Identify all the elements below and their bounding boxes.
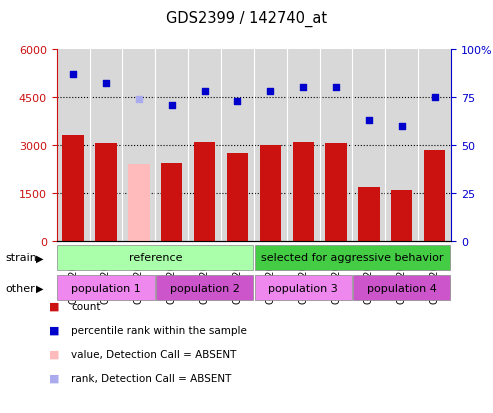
Point [299,85,307,91]
Point [332,85,340,91]
Bar [128,165,149,242]
Bar [424,150,445,242]
Point [135,96,143,103]
Bar [260,146,281,242]
FancyBboxPatch shape [254,245,451,271]
Text: value, Detection Call = ABSENT: value, Detection Call = ABSENT [71,349,237,359]
Point [69,71,77,78]
Point [266,88,274,95]
Point [234,98,242,105]
Bar [63,136,84,242]
Point [102,81,110,88]
Text: ■: ■ [49,325,60,335]
Bar [325,144,347,242]
Bar [95,144,117,242]
Bar [194,142,215,242]
Text: ■: ■ [49,373,60,383]
Text: other: other [5,283,35,293]
Text: population 3: population 3 [268,283,338,293]
Text: reference: reference [129,253,182,263]
FancyBboxPatch shape [254,275,352,301]
Point [168,102,176,109]
Bar [391,190,413,242]
Bar [358,187,380,242]
Text: rank, Detection Call = ABSENT: rank, Detection Call = ABSENT [71,373,232,383]
FancyBboxPatch shape [57,275,155,301]
Text: population 1: population 1 [71,283,141,293]
Point [365,117,373,124]
Text: ■: ■ [49,349,60,359]
Text: ▶: ▶ [35,253,43,263]
Text: percentile rank within the sample: percentile rank within the sample [71,325,247,335]
Text: population 2: population 2 [170,283,240,293]
Bar [292,142,314,242]
Text: count: count [71,301,101,311]
Point [201,88,209,95]
Text: GDS2399 / 142740_at: GDS2399 / 142740_at [166,10,327,26]
Bar [161,163,182,242]
Text: selected for aggressive behavior: selected for aggressive behavior [261,253,444,263]
Bar [227,154,248,242]
Point [398,123,406,130]
Text: ■: ■ [49,301,60,311]
Text: strain: strain [5,253,37,263]
Text: ▶: ▶ [35,283,43,293]
FancyBboxPatch shape [57,245,253,271]
FancyBboxPatch shape [353,275,451,301]
Point [431,94,439,101]
Text: population 4: population 4 [367,283,437,293]
FancyBboxPatch shape [156,275,253,301]
